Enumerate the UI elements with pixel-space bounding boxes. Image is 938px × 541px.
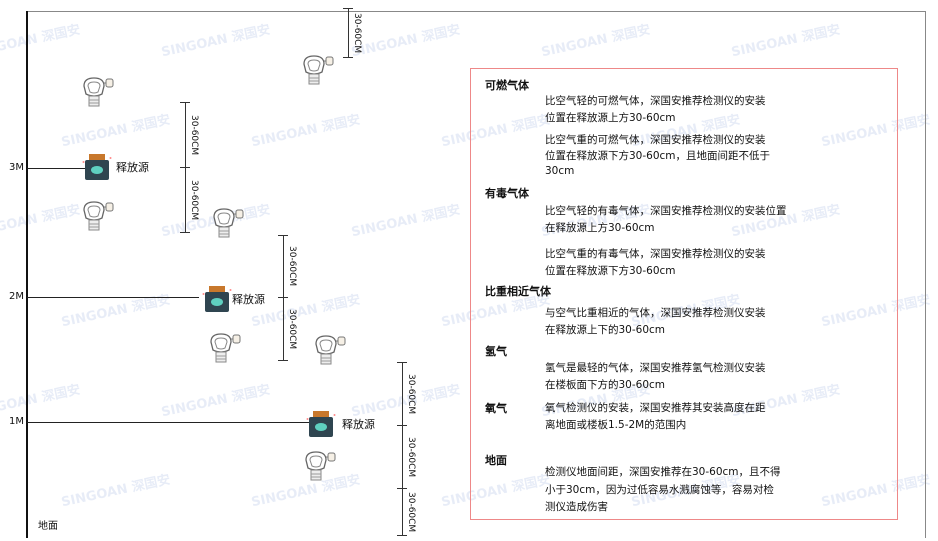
watermark-logo: SINGOAN 深国安 — [60, 292, 172, 331]
note-heading: 可燃气体 — [485, 79, 529, 92]
note-line: 在释放源上下的30-60cm — [545, 324, 666, 336]
gas-detector-icon — [78, 198, 118, 238]
note-heading: 比重相近气体 — [485, 285, 551, 298]
level-label-2m: 2M — [9, 291, 24, 302]
note-line: 氢气是最轻的气体，深国安推荐氢气检测仪安装 — [545, 362, 766, 374]
dimension-label: 30-60CM — [406, 373, 416, 414]
dimension-line — [348, 8, 349, 57]
dimension-tick — [180, 232, 190, 233]
note-line: 位置在释放源下方30-60cm，且地面间距不低于 — [545, 150, 771, 162]
watermark-logo: SINGOAN 深国安 — [540, 22, 652, 61]
watermark-logo: SINGOAN 深国安 — [350, 202, 462, 241]
gas-detector-icon — [205, 330, 245, 370]
dimension-line — [402, 425, 403, 488]
note-heading: 氢气 — [485, 345, 507, 358]
watermark-logo: SINGOAN 深国安 — [350, 22, 462, 61]
dimension-tick — [278, 297, 288, 298]
height-axis — [26, 11, 28, 538]
note-line: 比空气轻的有毒气体，深国安推荐检测仪的安装位置 — [545, 205, 787, 217]
dimension-label: 30-60CM — [352, 12, 362, 53]
right-wall-line — [925, 11, 926, 538]
watermark-logo: SINGOAN 深国安 — [0, 382, 82, 421]
watermark-logo: SINGOAN 深国安 — [160, 382, 272, 421]
release-source-label: 释放源 — [116, 161, 149, 174]
release-source-label: 释放源 — [232, 293, 265, 306]
release-source-icon — [82, 153, 112, 181]
dimension-tick — [343, 8, 353, 9]
gas-detector-icon — [78, 74, 118, 114]
gas-detector-icon — [300, 448, 340, 488]
gas-detector-icon — [298, 52, 338, 92]
dimension-label: 30-60CM — [287, 308, 297, 349]
dimension-label: 30-60CM — [189, 114, 199, 155]
watermark-logo: SINGOAN 深国安 — [730, 22, 842, 61]
dimension-line — [283, 235, 284, 297]
watermark-logo: SINGOAN 深国安 — [60, 112, 172, 151]
dimension-tick — [397, 425, 407, 426]
note-line: 氧气检测仪的安装，深国安推荐其安装高度在距 — [545, 402, 766, 414]
note-line: 小于30cm，因为过低容易水溅腐蚀等，容易对检 — [545, 484, 774, 496]
note-line: 在释放源上方30-60cm — [545, 222, 655, 234]
level-label-3m: 3M — [9, 162, 24, 173]
gas-detector-icon — [310, 332, 350, 372]
dimension-label: 30-60CM — [406, 436, 416, 477]
dimension-label: 30-60CM — [406, 491, 416, 532]
release-source-icon — [306, 410, 336, 438]
note-line: 检测仪地面间距，深国安推荐在30-60cm，且不得 — [545, 466, 781, 478]
dimension-tick — [397, 362, 407, 363]
dimension-line — [402, 488, 403, 535]
level-line-3m — [27, 168, 85, 169]
note-heading: 有毒气体 — [485, 187, 529, 200]
dimension-line — [283, 297, 284, 360]
dimension-line — [185, 167, 186, 232]
note-line: 位置在释放源上方30-60cm — [545, 112, 676, 124]
ceiling-line — [27, 11, 925, 12]
note-line: 与空气比重相近的气体，深国安推荐检测仪安装 — [545, 307, 766, 319]
dimension-tick — [278, 360, 288, 361]
level-label-1m: 1M — [9, 416, 24, 427]
note-line: 30cm — [545, 165, 575, 177]
dimension-line — [402, 362, 403, 425]
note-line: 测仪造成伤害 — [545, 501, 608, 513]
dimension-label: 30-60CM — [189, 179, 199, 220]
dimension-tick — [343, 57, 353, 58]
watermark-logo: SINGOAN 深国安 — [0, 202, 82, 241]
note-line: 比空气轻的可燃气体，深国安推荐检测仪的安装 — [545, 95, 766, 107]
release-source-label: 释放源 — [342, 418, 375, 431]
level-line-1m — [27, 422, 309, 423]
ground-label: 地面 — [38, 521, 58, 532]
gas-detector-icon — [208, 205, 248, 245]
dimension-tick — [180, 102, 190, 103]
watermark-logo: SINGOAN 深国安 — [160, 22, 272, 61]
watermark-logo: SINGOAN 深国安 — [250, 292, 362, 331]
watermark-logo: SINGOAN 深国安 — [250, 112, 362, 151]
note-line: 在楼板面下方的30-60cm — [545, 379, 666, 391]
notes-panel — [470, 68, 898, 520]
note-line: 位置在释放源下方30-60cm — [545, 265, 676, 277]
watermark-logo: SINGOAN 深国安 — [60, 472, 172, 511]
note-heading: 地面 — [485, 454, 507, 467]
dimension-tick — [397, 488, 407, 489]
note-line: 离地面或楼板1.5-2M的范围内 — [545, 419, 687, 431]
note-line: 比空气重的有毒气体，深国安推荐检测仪的安装 — [545, 248, 766, 260]
release-source-icon — [202, 285, 232, 313]
level-line-2m — [27, 297, 199, 298]
note-line: 比空气重的可燃气体，深国安推荐检测仪的安装 — [545, 134, 766, 146]
dimension-label: 30-60CM — [287, 246, 297, 287]
note-heading: 氧气 — [485, 402, 507, 415]
dimension-tick — [180, 167, 190, 168]
watermark-logo: SINGOAN 深国安 — [0, 22, 82, 61]
dimension-line — [185, 102, 186, 167]
dimension-tick — [397, 535, 407, 536]
dimension-tick — [278, 235, 288, 236]
